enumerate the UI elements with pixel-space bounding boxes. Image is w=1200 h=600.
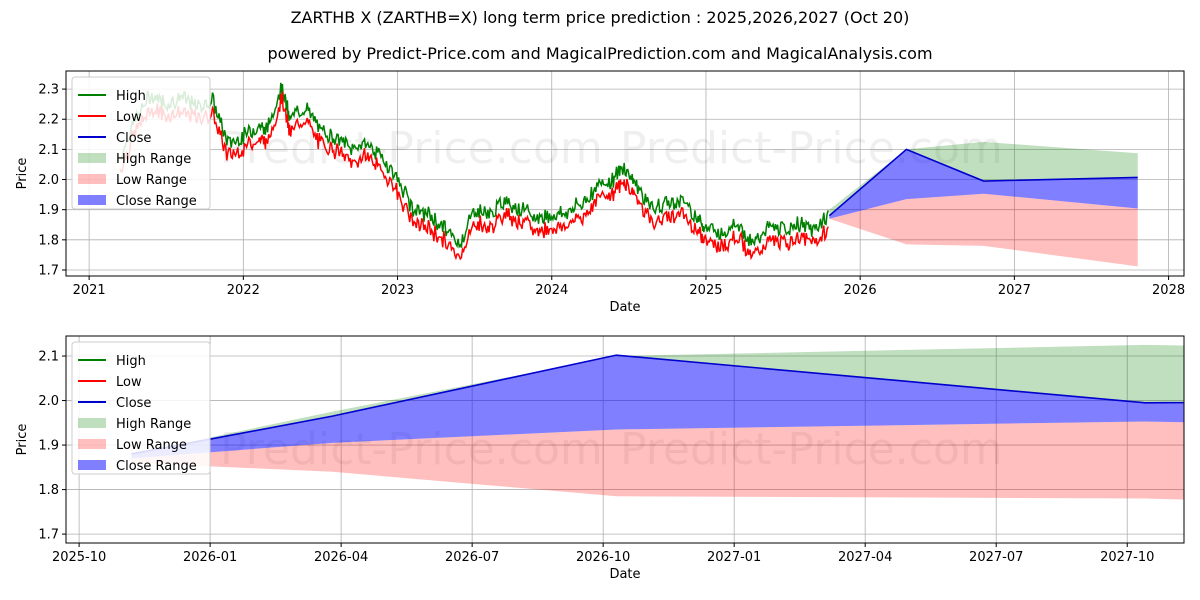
x-tick-label: 2027-04	[838, 550, 892, 565]
plot-area	[131, 344, 1184, 500]
legend-label: Close	[116, 396, 151, 411]
x-axis-label: Date	[609, 567, 640, 582]
y-tick-label: 1.8	[38, 233, 59, 248]
x-tick-label: 2026-07	[445, 550, 499, 565]
x-tick-label: 2027-01	[707, 550, 761, 565]
legend-label: High Range	[116, 417, 191, 432]
y-tick-label: 2.3	[38, 83, 59, 98]
x-axis-label: Date	[609, 300, 640, 315]
y-tick-label: 1.7	[38, 263, 59, 278]
y-tick-label: 1.9	[38, 439, 59, 454]
legend-label: Close	[116, 131, 151, 146]
low-range-band	[131, 421, 1184, 500]
close-series-line	[828, 148, 1138, 217]
x-tick-label: 2022	[227, 283, 260, 298]
legend: High Low Close High Range Low Range Close Ran…	[71, 341, 211, 475]
legend-box	[71, 76, 211, 210]
legend-label: Low	[116, 375, 142, 390]
high-range-band	[131, 344, 1184, 454]
legend-swatch	[78, 439, 106, 449]
x-tick-label: 2026-10	[576, 550, 630, 565]
chart-subtitle: powered by Predict-Price.com and Magical…	[267, 44, 933, 63]
legend: High Low Close High Range Low Range Close Ran…	[71, 76, 211, 210]
y-tick-label: 2.0	[38, 394, 59, 409]
x-tick-label: 2027-10	[1100, 550, 1154, 565]
y-tick-label: 1.7	[38, 528, 59, 543]
close-range-band	[829, 149, 1138, 219]
x-tick-label: 2024	[535, 283, 568, 298]
x-tick-label: 2021	[73, 283, 106, 298]
legend-label: Low Range	[116, 438, 187, 453]
legend-swatch	[78, 418, 106, 428]
y-axis-label: Price	[15, 158, 30, 190]
x-tick-label: 2026	[844, 283, 877, 298]
low-series-line	[119, 91, 829, 261]
high-range-band	[829, 141, 1138, 216]
y-tick-label: 1.9	[38, 203, 59, 218]
x-tick-label: 2027-07	[969, 550, 1023, 565]
x-tick-label: 2028	[1152, 283, 1185, 298]
x-tick-label: 2026-04	[314, 550, 368, 565]
legend-box	[71, 341, 211, 475]
legend-swatch	[78, 174, 106, 184]
chart-title: ZARTHB X (ZARTHB=X) long term price pred…	[290, 8, 910, 27]
legend-label: Close Range	[116, 194, 197, 209]
y-tick-label: 2.1	[38, 350, 59, 365]
legend-swatch	[78, 460, 106, 470]
legend-label: Low Range	[116, 173, 187, 188]
x-tick-label: 2023	[381, 283, 414, 298]
high-series-line	[119, 82, 829, 249]
x-tick-label: 2026-01	[183, 550, 237, 565]
close-range-band	[131, 355, 1184, 459]
x-tick-label: 2027	[998, 283, 1031, 298]
legend-label: Low	[116, 110, 142, 125]
axes-frame	[65, 335, 1185, 544]
legend-label: Close Range	[116, 459, 197, 474]
watermark-text: Predict-Price.com	[620, 424, 1003, 475]
legend-label: High	[116, 89, 146, 104]
low-range-band	[829, 193, 1138, 267]
y-tick-label: 1.8	[38, 483, 59, 498]
y-axis-label: Price	[15, 424, 30, 456]
legend-swatch	[78, 195, 106, 205]
x-tick-label: 2025	[689, 283, 722, 298]
legend-swatch	[78, 153, 106, 163]
legend-label: High	[116, 354, 146, 369]
axes-frame	[65, 70, 1185, 277]
x-tick-label: 2025-10	[52, 550, 106, 565]
y-tick-label: 2.1	[38, 143, 59, 158]
legend-label: High Range	[116, 152, 191, 167]
watermark-text: Predict-Price.com	[220, 123, 603, 174]
y-tick-label: 2.0	[38, 173, 59, 188]
plot-area	[119, 82, 1138, 267]
close-series-line	[131, 354, 1184, 455]
y-tick-label: 2.2	[38, 113, 59, 128]
